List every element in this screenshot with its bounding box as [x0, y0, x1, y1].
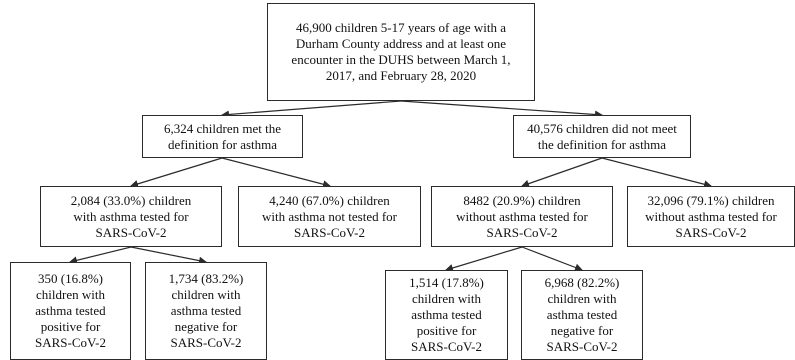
arrow-root-to-no-asthma	[400, 100, 603, 119]
arrow-asthma-tested-to-positive	[69, 246, 132, 265]
node-no-asthma-tested: 8482 (20.9%) children without asthma tes…	[431, 186, 613, 247]
node-no-asthma-positive: 1,514 (17.8%) children with asthma teste…	[385, 270, 508, 360]
arrow-no-asthma-to-not-tested	[601, 157, 712, 189]
node-met-asthma-definition: 6,324 children met the definition for as…	[142, 115, 303, 158]
arrow-asthma-to-tested	[130, 157, 223, 188]
node-not-met-asthma-definition: 40,576 children did not meet the definit…	[513, 115, 691, 158]
arrow-no-asthma-to-tested	[521, 157, 603, 188]
node-asthma-negative: 1,734 (83.2%) children with asthma teste…	[145, 262, 267, 360]
node-no-asthma-negative: 6,968 (82.2%) children with asthma teste…	[521, 270, 643, 360]
node-asthma-not-tested: 4,240 (67.0%) children with asthma not t…	[238, 186, 421, 247]
node-asthma-tested: 2,084 (33.0%) children with asthma teste…	[40, 186, 222, 247]
arrow-asthma-tested-to-negative	[130, 246, 207, 265]
node-asthma-positive: 350 (16.8%) children with asthma tested …	[10, 262, 131, 360]
node-no-asthma-not-tested: 32,096 (79.1%) children without asthma t…	[627, 186, 795, 247]
arrow-root-to-asthma	[221, 100, 402, 119]
arrow-asthma-to-not-tested	[221, 157, 331, 189]
arrow-no-asthma-tested-to-positive	[445, 246, 523, 272]
node-total-children: 46,900 children 5-17 years of age with a…	[267, 3, 535, 101]
arrow-no-asthma-tested-to-negative	[521, 246, 583, 272]
